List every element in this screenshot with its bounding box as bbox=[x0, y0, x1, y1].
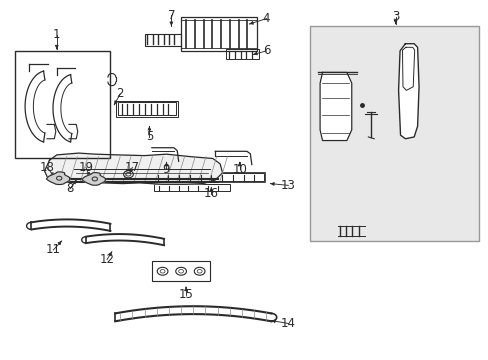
Bar bbox=[118, 102, 176, 116]
Polygon shape bbox=[398, 44, 418, 139]
Text: 10: 10 bbox=[232, 163, 246, 176]
Text: 16: 16 bbox=[203, 187, 219, 200]
Bar bbox=[152, 173, 264, 181]
Text: 17: 17 bbox=[124, 161, 140, 174]
Bar bbox=[116, 101, 177, 117]
Text: 8: 8 bbox=[66, 183, 74, 195]
Text: 15: 15 bbox=[178, 288, 193, 301]
Text: 18: 18 bbox=[40, 161, 54, 174]
Text: 2: 2 bbox=[116, 87, 123, 100]
Text: 14: 14 bbox=[280, 317, 295, 330]
Polygon shape bbox=[44, 153, 222, 184]
Text: 11: 11 bbox=[46, 243, 61, 256]
Bar bbox=[144, 34, 181, 45]
Text: 12: 12 bbox=[99, 253, 114, 266]
Text: 4: 4 bbox=[262, 12, 270, 25]
Bar bbox=[225, 49, 259, 59]
Text: 7: 7 bbox=[167, 9, 175, 22]
Polygon shape bbox=[46, 172, 70, 185]
Text: 13: 13 bbox=[281, 179, 295, 192]
Bar bbox=[181, 17, 256, 51]
Text: 19: 19 bbox=[79, 161, 93, 174]
Bar bbox=[15, 51, 110, 158]
Text: 5: 5 bbox=[145, 130, 153, 144]
Text: 6: 6 bbox=[262, 44, 270, 57]
Polygon shape bbox=[82, 173, 105, 185]
Bar bbox=[310, 26, 478, 241]
Bar bbox=[154, 184, 229, 192]
Bar bbox=[151, 172, 264, 182]
Polygon shape bbox=[320, 72, 351, 140]
Bar bbox=[152, 261, 210, 281]
Text: 9: 9 bbox=[163, 163, 170, 176]
Text: 1: 1 bbox=[53, 28, 61, 41]
Text: 3: 3 bbox=[391, 10, 399, 23]
